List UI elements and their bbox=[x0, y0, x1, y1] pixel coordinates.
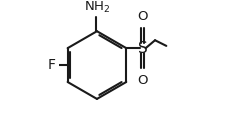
Text: O: O bbox=[137, 10, 147, 23]
Text: S: S bbox=[137, 41, 147, 56]
Text: F: F bbox=[48, 58, 56, 72]
Text: NH$_2$: NH$_2$ bbox=[83, 0, 110, 15]
Text: O: O bbox=[137, 74, 147, 87]
